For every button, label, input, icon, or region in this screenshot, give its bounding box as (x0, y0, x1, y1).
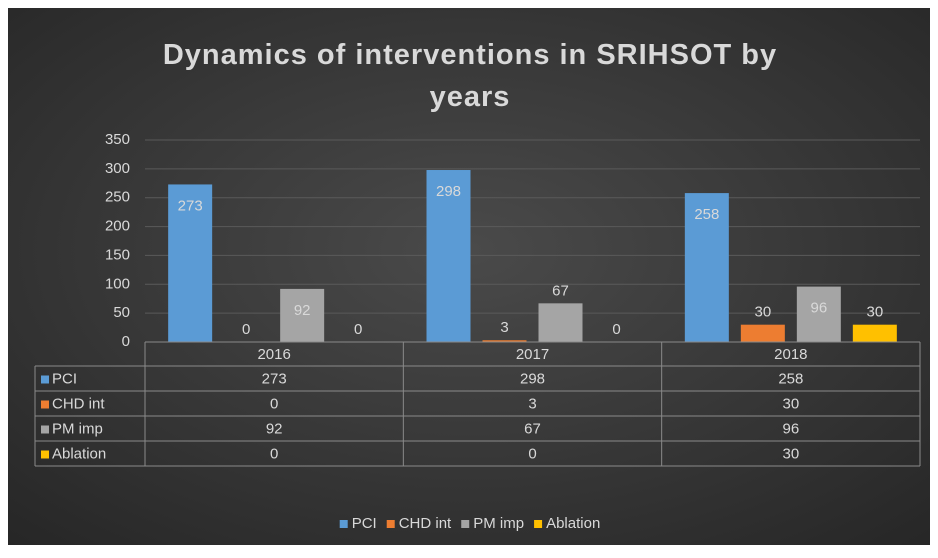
table-legend-key (41, 400, 49, 409)
y-tick-label: 300 (105, 160, 130, 177)
y-tick-label: 250 (105, 189, 130, 206)
legend-key (461, 520, 470, 528)
y-tick-label: 150 (105, 246, 130, 263)
data-label: 0 (612, 321, 620, 338)
bar (482, 340, 527, 342)
data-label: 273 (178, 197, 203, 214)
y-tick-label: 350 (105, 131, 130, 148)
y-tick-label: 50 (113, 304, 130, 321)
legend-label: PCI (352, 515, 377, 532)
bar (426, 170, 471, 342)
table-cell: 30 (782, 445, 799, 462)
table-cell: 67 (524, 420, 541, 437)
bar (740, 324, 785, 342)
table-cell: 0 (528, 445, 536, 462)
table-cell: 96 (782, 420, 799, 437)
table-series-name: CHD int (52, 395, 105, 412)
bar (796, 286, 841, 342)
table-series-name: PM imp (52, 420, 103, 437)
data-label: 3 (500, 319, 508, 336)
data-label: 96 (810, 300, 827, 317)
legend-label: PM imp (473, 515, 524, 532)
data-label: 92 (294, 302, 311, 319)
bar (852, 324, 897, 342)
table-legend-key (41, 450, 49, 459)
data-label: 30 (866, 304, 883, 321)
y-tick-label: 200 (105, 218, 130, 235)
table-series-name: Ablation (52, 445, 106, 462)
table-cell: 258 (778, 370, 803, 387)
table-cell: 273 (262, 370, 287, 387)
chart-title: Dynamics of interventions in SRIHSOT by y… (163, 39, 777, 113)
x-tick-label: 2016 (257, 346, 290, 363)
table-cell: 0 (270, 445, 278, 462)
legend-key (386, 520, 395, 528)
table-cell: 0 (270, 395, 278, 412)
table-cell: 30 (782, 395, 799, 412)
data-label: 30 (754, 304, 771, 321)
data-label: 0 (354, 321, 362, 338)
legend-key (534, 520, 543, 528)
table-cell: 3 (528, 395, 536, 412)
legend-key (339, 520, 348, 528)
x-tick-label: 2017 (516, 346, 549, 363)
bar (280, 288, 325, 342)
y-tick-label: 100 (105, 275, 130, 292)
table-legend-key (41, 425, 49, 434)
legend: PCI CHD int PM imp Ablation (339, 515, 600, 532)
data-label: 298 (436, 183, 461, 200)
legend-label: Ablation (546, 515, 600, 532)
data-label: 67 (552, 282, 569, 299)
data-label: 258 (694, 206, 719, 223)
table-series-name: PCI (52, 370, 77, 387)
bar (168, 184, 213, 342)
y-tick-label: 0 (122, 333, 130, 350)
legend-label: CHD int (399, 515, 452, 532)
bar (538, 303, 583, 342)
bar (684, 193, 729, 342)
table-cell: 92 (266, 420, 283, 437)
data-label: 0 (242, 321, 250, 338)
table-cell: 298 (520, 370, 545, 387)
x-tick-label: 2018 (774, 346, 807, 363)
table-legend-key (41, 375, 49, 384)
